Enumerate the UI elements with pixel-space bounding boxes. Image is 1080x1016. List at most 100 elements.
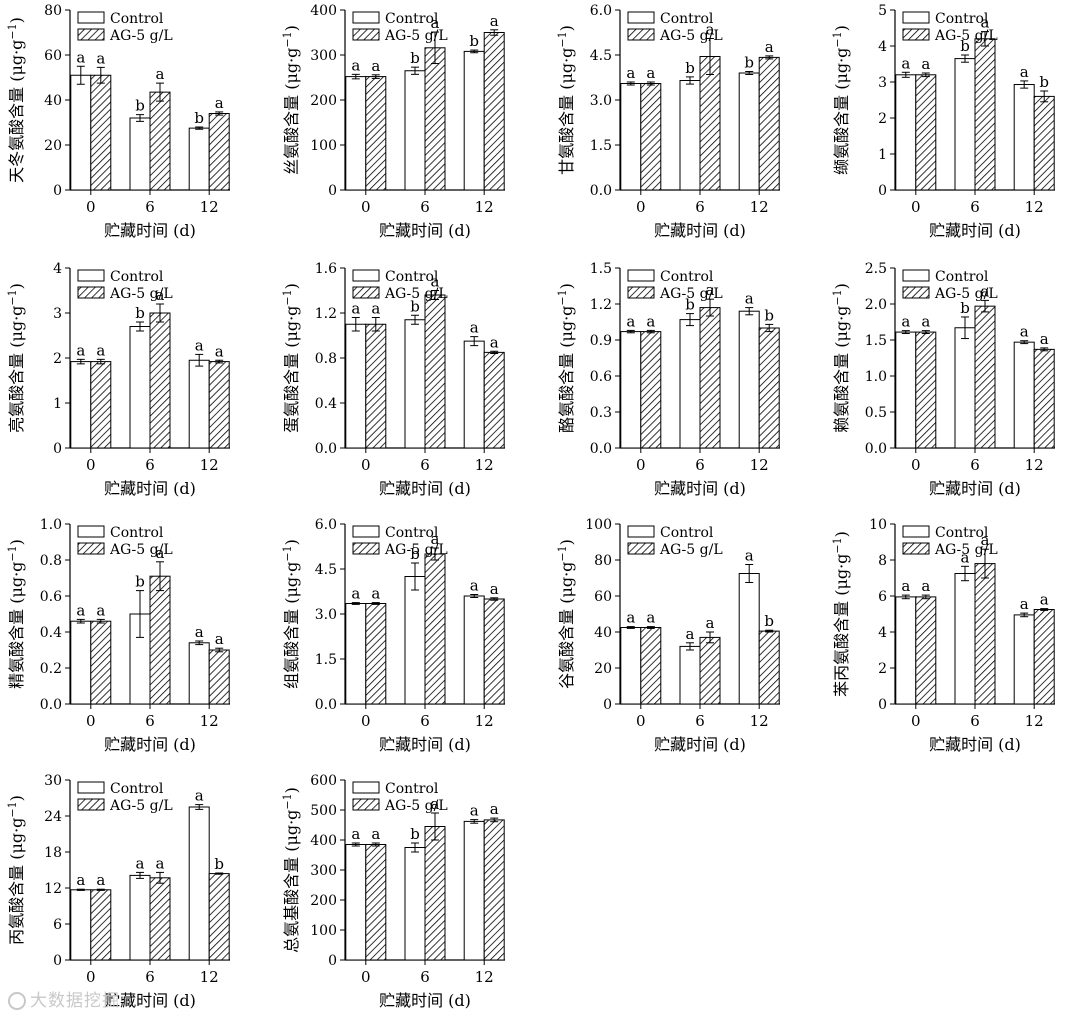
significance-letter: a	[490, 333, 499, 351]
bar-treated	[424, 826, 446, 961]
bar-control	[404, 70, 426, 191]
x-tick-label: 6	[145, 968, 155, 986]
bar-treated	[90, 361, 112, 449]
y-tick-label: 4.5	[590, 48, 612, 64]
bar-control	[1013, 84, 1035, 191]
bar-control	[895, 331, 917, 449]
legend-label-control: Control	[660, 11, 714, 27]
significance-letter: a	[431, 530, 440, 548]
bar-control	[463, 820, 485, 961]
bar-treated	[149, 312, 171, 449]
y-axis-label-close: )	[282, 539, 301, 545]
legend-swatch-treated	[352, 798, 380, 811]
significance-letter: a	[156, 286, 165, 304]
x-tick-label: 0	[636, 712, 646, 730]
y-axis-label-close: )	[832, 531, 851, 537]
legend-swatch-control	[77, 781, 105, 794]
y-tick-label: 18	[44, 845, 62, 861]
significance-letter: a	[215, 342, 224, 360]
significance-letter: a	[981, 14, 990, 32]
x-tick-label: 0	[86, 712, 96, 730]
x-tick-label: 12	[200, 968, 219, 986]
y-tick-label: 3	[878, 75, 887, 91]
y-tick-label: 24	[44, 809, 62, 825]
legend-swatch-control	[352, 525, 380, 538]
bar-control	[679, 645, 701, 705]
significance-letter: a	[901, 577, 910, 595]
significance-letter: b	[764, 612, 774, 630]
significance-letter: b	[135, 573, 145, 591]
bar-control	[463, 50, 485, 191]
bar-control	[70, 361, 92, 449]
y-axis-label-name: 赖氨酸含量 (μg·g	[832, 306, 851, 433]
y-tick-label: 100	[310, 923, 337, 939]
bar-control	[70, 74, 92, 191]
legend-swatch-treated	[627, 286, 655, 299]
legend-label-control: Control	[660, 269, 714, 285]
x-axis-label: 贮藏时间 (d)	[379, 479, 471, 498]
significance-letter: a	[921, 313, 930, 331]
significance-letter: a	[215, 94, 224, 112]
y-axis-label-close: )	[832, 25, 851, 31]
bar-treated	[424, 47, 446, 191]
y-axis-label-exponent: −1	[281, 545, 294, 561]
bar-control	[345, 323, 367, 449]
significance-letter: a	[1020, 595, 1029, 613]
y-tick-label: 3	[53, 306, 62, 322]
y-axis-label-exponent: −1	[6, 545, 19, 561]
x-tick-label: 0	[86, 198, 96, 216]
y-tick-label: 20	[594, 661, 612, 677]
legend-swatch-control	[77, 525, 105, 538]
y-tick-label: 10	[869, 517, 887, 533]
y-tick-label: 0.8	[315, 351, 337, 367]
x-tick-label: 6	[420, 198, 430, 216]
significance-letter: a	[626, 64, 635, 82]
y-tick-label: 1.5	[315, 652, 337, 668]
y-axis-label-close: )	[557, 283, 576, 289]
x-tick-label: 12	[200, 456, 219, 474]
significance-letter: b	[135, 97, 145, 115]
significance-letter: a	[96, 871, 105, 889]
y-tick-label: 1.5	[590, 138, 612, 154]
y-axis-label: 精氨酸含量 (μg·g−1)	[6, 539, 26, 689]
legend-swatch-treated	[77, 798, 105, 811]
y-tick-label: 500	[310, 803, 337, 819]
x-axis-label: 贮藏时间 (d)	[654, 735, 746, 754]
significance-letter: a	[961, 548, 970, 566]
y-tick-label: 60	[594, 589, 612, 605]
x-tick-label: 6	[695, 712, 705, 730]
legend-swatch-treated	[902, 542, 930, 555]
y-axis-label-name: 亮氨酸含量 (μg·g	[7, 306, 26, 433]
x-tick-label: 0	[636, 198, 646, 216]
y-tick-label: 0.0	[315, 441, 337, 457]
significance-letter: a	[371, 585, 380, 603]
y-tick-label: 3.0	[315, 607, 337, 623]
x-tick-label: 0	[86, 968, 96, 986]
bar-control	[895, 74, 917, 191]
bar-control	[1013, 614, 1035, 705]
bar-control	[345, 844, 367, 961]
x-axis-label: 贮藏时间 (d)	[379, 991, 471, 1010]
y-axis-label-exponent: −1	[281, 289, 294, 305]
y-tick-label: 200	[310, 893, 337, 909]
bar-control	[679, 80, 701, 191]
bar-treated	[699, 636, 721, 705]
significance-letter: a	[706, 21, 715, 39]
y-tick-label: 0.6	[590, 369, 612, 385]
legend-swatch-control	[902, 11, 930, 24]
x-tick-label: 0	[361, 456, 371, 474]
bar-treated	[974, 305, 996, 449]
significance-letter: b	[744, 54, 754, 72]
y-axis-label-exponent: −1	[831, 31, 844, 47]
bar-treated	[915, 331, 937, 449]
significance-letter: a	[686, 625, 695, 643]
y-tick-label: 100	[310, 138, 337, 154]
y-tick-label: 0.0	[40, 697, 62, 713]
y-tick-label: 2	[878, 111, 887, 127]
y-tick-label: 40	[594, 625, 612, 641]
